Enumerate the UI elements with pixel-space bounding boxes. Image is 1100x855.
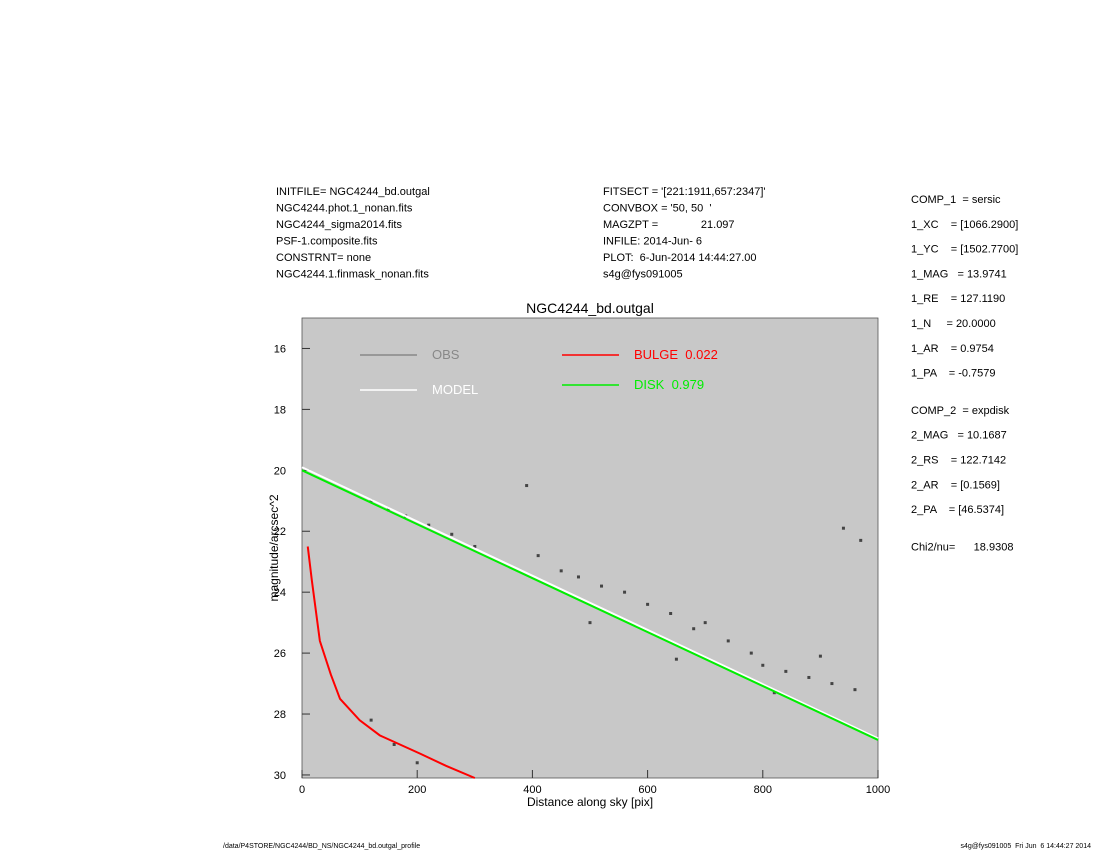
footer-left: /data/P4STORE/NGC4244/BD_NS/NGC4244_bd.o… xyxy=(223,843,420,850)
obs-point xyxy=(600,584,604,588)
fit-parameter: 1_PA = -0.7579 xyxy=(911,368,996,380)
fit-parameter: COMP_1 = sersic xyxy=(911,194,1001,206)
header-mid-line: FITSECT = '[221:1911,657:2347]' xyxy=(603,186,765,198)
fit-parameter: 1_YC = [1502.7700] xyxy=(911,244,1018,256)
obs-point xyxy=(588,621,592,625)
fit-parameter: 1_AR = 0.9754 xyxy=(911,343,994,355)
obs-point xyxy=(646,602,650,606)
obs-point xyxy=(726,639,730,643)
y-tick-label: 24 xyxy=(274,587,286,599)
series-line xyxy=(301,466,879,740)
y-tick-label: 22 xyxy=(274,526,286,538)
obs-point xyxy=(576,575,580,579)
x-tick-label: 600 xyxy=(638,784,656,796)
fit-parameter: Chi2/nu= 18.9308 xyxy=(911,541,1013,553)
obs-point xyxy=(784,669,788,673)
y-tick-label: 16 xyxy=(274,343,286,355)
y-tick-label: 28 xyxy=(274,709,286,721)
legend-label: BULGE 0.022 xyxy=(634,347,718,362)
obs-point xyxy=(692,627,696,631)
obs-point xyxy=(841,526,845,530)
header-left-line: NGC4244.1.finmask_nonan.fits xyxy=(276,269,429,281)
obs-point xyxy=(703,621,707,625)
obs-point xyxy=(559,569,563,573)
header-left-line: NGC4244_sigma2014.fits xyxy=(276,219,402,231)
obs-point xyxy=(669,611,673,615)
header-mid-line: CONVBOX = '50, 50 ' xyxy=(603,203,711,215)
x-axis-label: Distance along sky [pix] xyxy=(527,795,653,809)
x-tick-label: 0 xyxy=(299,784,305,796)
header-left-line: NGC4244.phot.1_nonan.fits xyxy=(276,203,413,215)
plot-area xyxy=(301,317,879,779)
x-tick-label: 1000 xyxy=(866,784,890,796)
header-mid-line: PLOT: 6-Jun-2014 14:44:27.00 xyxy=(603,252,757,264)
header-left-line: INITFILE= NGC4244_bd.outgal xyxy=(276,186,430,198)
footer-right: s4g@fys091005 Fri Jun 6 14:44:27 2014 xyxy=(961,843,1092,850)
legend-label: DISK 0.979 xyxy=(634,377,704,392)
series-line xyxy=(301,469,879,741)
header-mid-line: s4g@fys091005 xyxy=(603,269,683,281)
obs-point xyxy=(674,657,678,661)
fit-parameter: COMP_2 = expdisk xyxy=(911,405,1010,417)
y-tick-label: 18 xyxy=(274,404,286,416)
fit-parameter: 1_XC = [1066.2900] xyxy=(911,219,1018,231)
fit-parameter: 2_RS = 122.7142 xyxy=(911,455,1006,467)
header-mid-line: MAGZPT = 21.097 xyxy=(603,219,735,231)
y-tick-label: 26 xyxy=(274,648,286,660)
header-mid-line: INFILE: 2014-Jun- 6 xyxy=(603,236,702,248)
header-left-line: CONSTRNT= none xyxy=(276,252,371,264)
obs-point xyxy=(392,742,396,746)
obs-point xyxy=(830,682,834,686)
y-tick-label: 20 xyxy=(274,465,286,477)
obs-point xyxy=(761,663,765,667)
fit-parameter: 2_MAG = 10.1687 xyxy=(911,430,1007,442)
obs-point xyxy=(536,554,540,558)
x-tick-label: 800 xyxy=(754,784,772,796)
obs-point xyxy=(623,590,627,594)
y-axis-label: magnitude/arcsec^2 xyxy=(267,494,281,601)
obs-point xyxy=(807,675,811,679)
obs-point xyxy=(818,654,822,658)
legend-label: MODEL xyxy=(432,382,478,397)
obs-point xyxy=(450,532,454,536)
x-tick-label: 200 xyxy=(408,784,426,796)
fit-parameter: 1_MAG = 13.9741 xyxy=(911,268,1007,280)
x-tick-label: 400 xyxy=(523,784,541,796)
header-left-line: PSF-1.composite.fits xyxy=(276,236,378,248)
legend-label: OBS xyxy=(432,347,460,362)
obs-point xyxy=(859,538,863,542)
obs-point xyxy=(427,523,431,527)
obs-point xyxy=(473,544,477,548)
obs-point xyxy=(749,651,753,655)
fit-parameter: 2_AR = [0.1569] xyxy=(911,479,1000,491)
obs-point xyxy=(415,761,419,765)
fit-parameter: 1_N = 20.0000 xyxy=(911,318,996,330)
obs-point xyxy=(525,484,529,488)
chart-title: NGC4244_bd.outgal xyxy=(526,300,654,316)
fit-parameter: 1_RE = 127.1190 xyxy=(911,293,1005,305)
obs-point xyxy=(853,688,857,692)
series-line xyxy=(306,546,476,779)
obs-point xyxy=(369,718,373,722)
fit-parameter: 2_PA = [46.5374] xyxy=(911,504,1004,516)
y-tick-label: 30 xyxy=(274,770,286,782)
obs-point xyxy=(772,691,776,695)
